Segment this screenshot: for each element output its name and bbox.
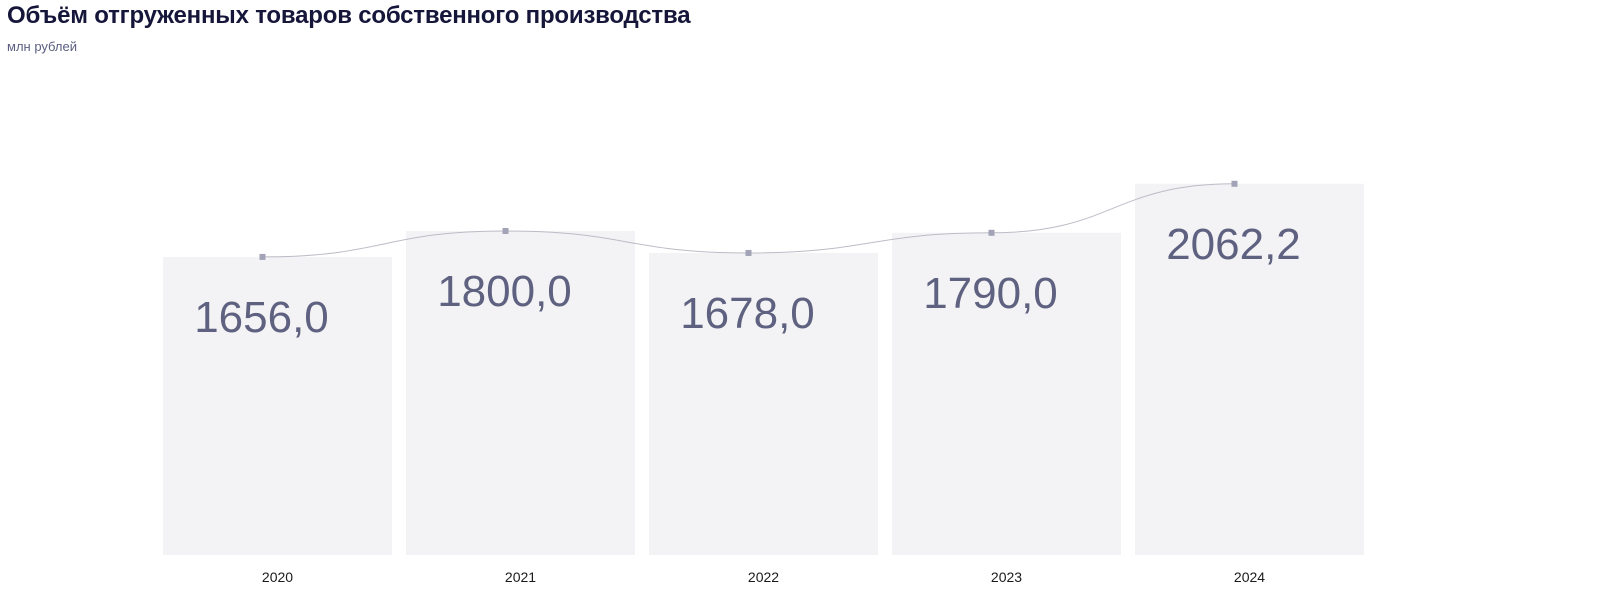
bar-2023 <box>892 232 1121 556</box>
x-tick-2022: 2022 <box>748 569 779 585</box>
chart-title: Объём отгруженных товаров собственного п… <box>7 2 691 29</box>
value-label-2020: 1656,0 <box>194 293 329 342</box>
value-labels-layer: 1656,0 1800,0 1678,0 1790,0 2062,2 <box>194 220 1301 342</box>
trend-marker-2022 <box>745 249 752 256</box>
value-label-2021: 1800,0 <box>437 267 572 316</box>
value-label-2024: 2062,2 <box>1166 220 1301 269</box>
trend-marker-2021 <box>502 228 509 234</box>
bars-layer <box>163 183 1364 556</box>
trend-marker-2024 <box>1231 180 1238 187</box>
chart-subtitle: млн рублей <box>7 39 77 54</box>
x-tick-2020: 2020 <box>262 569 293 585</box>
bar-2020 <box>163 256 392 555</box>
value-label-2023: 1790,0 <box>923 269 1058 318</box>
bar-2021 <box>406 231 635 555</box>
value-label-2022: 1678,0 <box>680 289 815 338</box>
x-axis-ticks: 2020 2021 2022 2023 2024 <box>262 569 1265 585</box>
trend-marker-2020 <box>259 253 266 260</box>
x-tick-2024: 2024 <box>1234 569 1265 585</box>
trend-marker-2023 <box>988 229 995 236</box>
bar-2024 <box>1135 183 1364 555</box>
trend-line-layer <box>259 180 1238 260</box>
x-tick-2021: 2021 <box>505 569 536 585</box>
bar-2022 <box>649 252 878 555</box>
x-tick-2023: 2023 <box>991 569 1022 585</box>
